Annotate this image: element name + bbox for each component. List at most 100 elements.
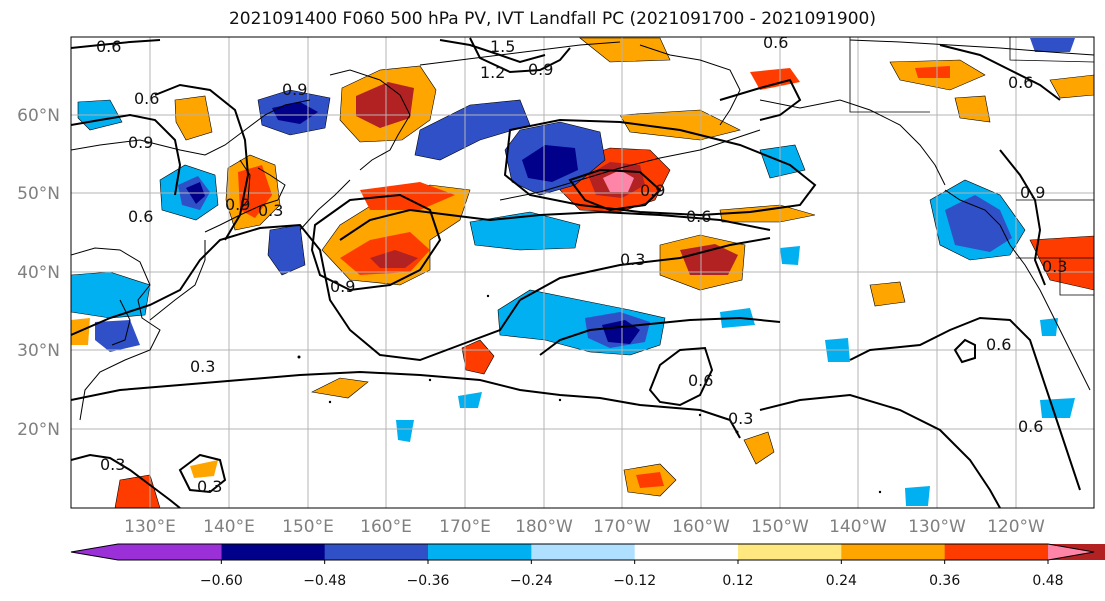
contour-label: 0.6 bbox=[128, 207, 153, 226]
contour-midlat-03 bbox=[519, 237, 771, 301]
contour-hawaii-loop bbox=[953, 338, 976, 364]
colorbar-tick-label: 0.48 bbox=[1032, 573, 1063, 589]
contour-label: 0.9 bbox=[282, 80, 307, 99]
colorbar-tick-label: −0.48 bbox=[303, 573, 346, 589]
contour-label: 0.3 bbox=[190, 357, 215, 376]
neg-anomaly-midbelt bbox=[469, 211, 581, 251]
lon-label: 130°E bbox=[124, 517, 176, 537]
contour-ne-09 bbox=[999, 149, 1046, 286]
pos-anomaly-gulf-core bbox=[603, 170, 634, 192]
lat-label: 30°N bbox=[17, 341, 60, 361]
coast-japan bbox=[204, 167, 286, 233]
coast-kuril bbox=[299, 179, 351, 231]
pos-anomaly-bering bbox=[750, 68, 800, 90]
latitude-labels: 60°N 50°N 40°N 30°N 20°N bbox=[17, 106, 60, 440]
contour-loop-09 bbox=[310, 193, 442, 292]
neg-anomaly-aleutian-core bbox=[522, 145, 578, 182]
pos-anomaly-alaska-core bbox=[915, 66, 950, 78]
lon-label: 160°W bbox=[672, 517, 730, 537]
map-title: 2021091400 F060 500 hPa PV, IVT Landfall… bbox=[228, 9, 876, 29]
neg-anomaly-west-core bbox=[95, 320, 140, 352]
contour-east-arc bbox=[849, 316, 1081, 491]
coast-alaska-north bbox=[849, 39, 1094, 56]
contour-pac-03 bbox=[71, 370, 741, 439]
lat-label: 50°N bbox=[17, 184, 60, 204]
coast-japan-south bbox=[149, 240, 206, 321]
colorbar-outline bbox=[70, 543, 1095, 561]
lon-label: 170°W bbox=[593, 517, 651, 537]
contour-label: 0.6 bbox=[686, 207, 711, 226]
coast-korea bbox=[111, 299, 131, 346]
coast-na-west bbox=[944, 189, 1091, 391]
contour-label: 0.9 bbox=[128, 133, 153, 152]
colorbar-tick-label: 0.12 bbox=[722, 573, 753, 589]
contour-lower-03 bbox=[759, 393, 1001, 508]
contour-label: 0.3 bbox=[1042, 257, 1067, 276]
neg-anomaly-small1 bbox=[458, 392, 482, 408]
neg-anomaly-okhotsk-core bbox=[272, 102, 318, 124]
lon-label: 130°W bbox=[908, 517, 966, 537]
colorbar-cells bbox=[71, 544, 1105, 560]
pos-anomaly-kamchatka-core bbox=[356, 82, 414, 128]
contour-east-06 bbox=[648, 346, 714, 407]
contour-label: 1.5 bbox=[490, 37, 515, 56]
borders bbox=[849, 37, 1094, 296]
contour-label: 0.3 bbox=[100, 455, 125, 474]
pos-anomaly-north-spot bbox=[360, 182, 455, 210]
contour-label: 0.9 bbox=[640, 181, 665, 200]
pos-anomaly-hawaii-n bbox=[869, 281, 906, 307]
lon-label: 150°W bbox=[751, 517, 809, 537]
contour-west-06 bbox=[71, 39, 161, 49]
pos-anomaly-arctic bbox=[579, 37, 671, 63]
colorbar-cell bbox=[634, 544, 739, 560]
contour-label: 0.9 bbox=[1020, 183, 1045, 202]
contour-label: 0.9 bbox=[528, 60, 553, 79]
colorbar: −0.60 −0.48 −0.36 −0.24 −0.12 0.12 0.24 0.36 0.4… bbox=[70, 543, 1105, 589]
pos-anomaly-westcoast bbox=[1029, 235, 1094, 291]
colorbar-tick-label: 0.24 bbox=[826, 573, 857, 589]
lat-label: 40°N bbox=[17, 263, 60, 283]
contour-label: 0.6 bbox=[763, 33, 788, 52]
pos-anomaly-nw-canada bbox=[954, 95, 991, 123]
colorbar-cell bbox=[841, 544, 946, 560]
neg-anomaly-small5 bbox=[905, 486, 930, 506]
contour-label: 0.6 bbox=[1008, 73, 1033, 92]
colorbar-tick-label: 0.36 bbox=[929, 573, 960, 589]
pos-anomaly-nw-pac bbox=[174, 95, 213, 141]
contour-label-group: 0.6 1.5 1.2 0.9 0.6 0.9 0.9 0.6 0.3 0.9 … bbox=[96, 33, 1067, 496]
lon-label: 150°E bbox=[282, 517, 334, 537]
colorbar-cell bbox=[428, 544, 532, 560]
neg-anomaly-small8 bbox=[1040, 318, 1058, 336]
coast-siberia bbox=[419, 41, 621, 66]
graticule bbox=[71, 37, 1094, 508]
map-frame bbox=[70, 36, 1095, 509]
colorbar-tick-label: −0.60 bbox=[200, 573, 243, 589]
coast-alaska-south bbox=[759, 99, 946, 186]
neg-anomaly-arctic bbox=[1030, 38, 1075, 52]
contour-label: 1.2 bbox=[480, 63, 505, 82]
coast-kamchatka bbox=[329, 69, 411, 171]
contour-high-15 bbox=[439, 39, 546, 64]
contour-big-03 bbox=[71, 223, 521, 362]
colorbar-cell bbox=[221, 544, 326, 560]
contour-label: 0.9 bbox=[330, 277, 355, 296]
neg-anomaly-small4 bbox=[1040, 398, 1075, 418]
lon-label: 180°W bbox=[515, 517, 573, 537]
contour-west-09 bbox=[71, 113, 182, 196]
coast-alaska-west bbox=[639, 44, 741, 126]
contour-ne-06 bbox=[939, 44, 1061, 101]
contour-label: 0.6 bbox=[134, 89, 159, 108]
neg-anomaly-nw-coast-core bbox=[945, 195, 1012, 252]
contour-center-ring bbox=[503, 118, 817, 217]
colorbar-tick-label: −0.12 bbox=[613, 573, 656, 589]
coast-sakhalin bbox=[239, 159, 251, 211]
lon-label: 140°W bbox=[829, 517, 887, 537]
lat-label: 20°N bbox=[17, 420, 60, 440]
contour-label: 0.6 bbox=[96, 37, 121, 56]
contour-label: 0.3 bbox=[728, 409, 753, 428]
pos-anomaly-south1-core bbox=[636, 472, 664, 488]
colorbar-cell bbox=[324, 544, 429, 560]
colorbar-ticks: −0.60 −0.48 −0.36 −0.24 −0.12 0.12 0.24 0.36 0.4… bbox=[200, 560, 1064, 589]
lon-label: 170°E bbox=[439, 517, 491, 537]
